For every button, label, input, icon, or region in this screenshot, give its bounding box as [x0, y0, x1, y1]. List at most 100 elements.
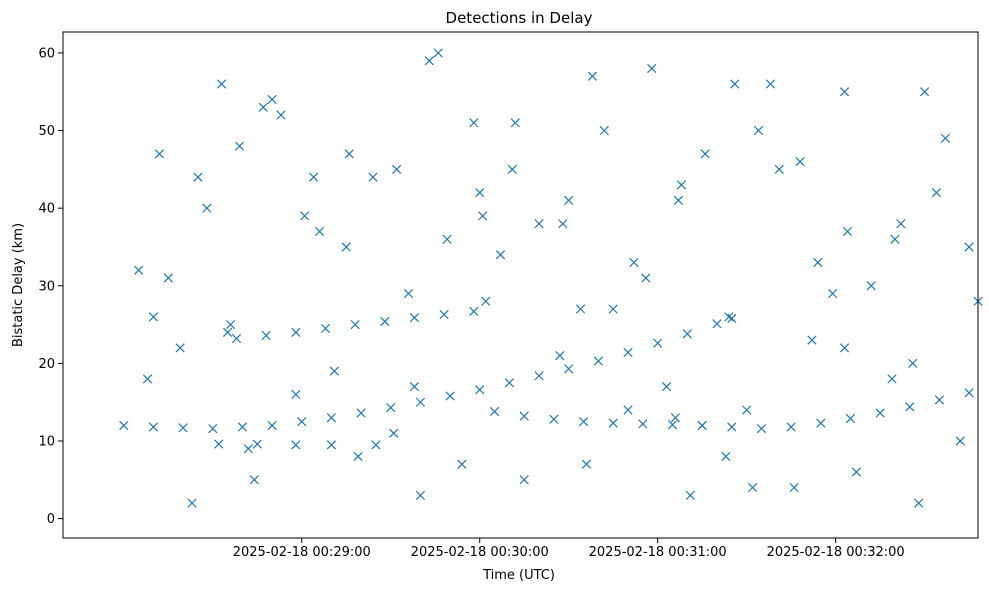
series-6 [134, 48, 983, 508]
data-point [217, 79, 227, 89]
data-point [575, 304, 586, 314]
data-point [914, 498, 924, 508]
data-point [326, 413, 337, 423]
data-point [549, 414, 559, 424]
data-point [308, 172, 319, 182]
data-point [682, 329, 692, 339]
data-point [237, 422, 248, 432]
data-point [623, 405, 633, 415]
data-point [839, 343, 850, 353]
data-point [623, 347, 633, 358]
data-point [896, 219, 906, 229]
data-point [329, 366, 340, 376]
data-point [564, 195, 574, 206]
x-axis-label: Time (UTC) [482, 568, 555, 583]
x-tick-label: 2025-02-18 00:29:00 [233, 545, 371, 560]
series-4 [214, 439, 381, 450]
data-point [789, 482, 799, 493]
data-point [813, 257, 823, 268]
data-point [297, 416, 307, 427]
data-point [964, 242, 974, 252]
data-point [661, 382, 672, 392]
y-tick-label: 30 [38, 279, 55, 294]
data-point [653, 338, 663, 348]
data-point [439, 309, 449, 320]
data-point [753, 125, 764, 136]
data-point [320, 323, 331, 334]
series-3 [231, 306, 479, 344]
data-point [774, 164, 784, 174]
data-point [890, 234, 900, 244]
data-point [234, 141, 245, 151]
y-tick-label: 50 [38, 124, 55, 139]
data-point [344, 149, 354, 159]
data-point [964, 388, 974, 398]
data-point [697, 420, 707, 431]
data-point [433, 48, 443, 58]
data-point [673, 195, 684, 206]
data-point [905, 402, 915, 412]
data-point [608, 304, 618, 314]
data-point [478, 211, 488, 221]
data-point [214, 439, 224, 449]
data-point [442, 234, 452, 244]
data-point [608, 418, 618, 428]
data-point [258, 102, 268, 112]
data-point [955, 436, 965, 446]
data-point [765, 79, 776, 89]
data-point [148, 422, 159, 432]
data-point [721, 451, 731, 462]
data-point [667, 420, 678, 430]
data-point [445, 391, 455, 401]
data-point [851, 467, 862, 477]
data-point [403, 288, 414, 299]
data-point [504, 378, 515, 388]
data-point [495, 250, 506, 260]
data-point [291, 440, 301, 450]
data-point [908, 358, 918, 369]
data-point [934, 395, 945, 405]
data-point [353, 451, 363, 462]
data-point [356, 408, 366, 418]
data-point [887, 374, 897, 384]
plot-frame [62, 31, 979, 539]
data-point [641, 273, 651, 283]
data-point [727, 313, 737, 323]
x-tick-label: 2025-02-18 00:31:00 [589, 545, 727, 560]
data-point [638, 419, 648, 429]
data-point [469, 306, 479, 317]
x-axis: 2025-02-18 00:29:00 2025-02-18 00:30:00 20… [233, 538, 905, 560]
data-point [389, 428, 399, 438]
data-point [587, 71, 598, 81]
data-point [489, 406, 500, 417]
data-point [756, 423, 767, 434]
data-point [700, 149, 710, 159]
data-point [593, 356, 603, 366]
data-point [507, 164, 517, 174]
data-point [178, 423, 188, 433]
series-0 [119, 313, 737, 434]
data-point [724, 312, 734, 322]
data-point [386, 402, 396, 413]
data-point [148, 312, 159, 322]
data-point [300, 211, 310, 221]
x-tick-label: 2025-02-18 00:30:00 [411, 545, 549, 560]
y-axis: 0 10 20 30 40 50 60 [38, 46, 63, 527]
data-point [154, 149, 165, 159]
data-point [193, 172, 203, 182]
data-point [807, 335, 817, 345]
data-point [866, 281, 876, 291]
data-point [457, 459, 467, 469]
data-point [267, 94, 277, 105]
data-point [350, 319, 360, 330]
data-point [371, 440, 381, 450]
data-point [712, 319, 722, 329]
data-point [481, 296, 491, 306]
data-point [555, 350, 565, 361]
data-point [424, 56, 434, 66]
y-axis-label: Bistatic Delay (km) [11, 223, 26, 347]
y-tick-label: 10 [38, 434, 55, 449]
data-point [534, 371, 544, 381]
